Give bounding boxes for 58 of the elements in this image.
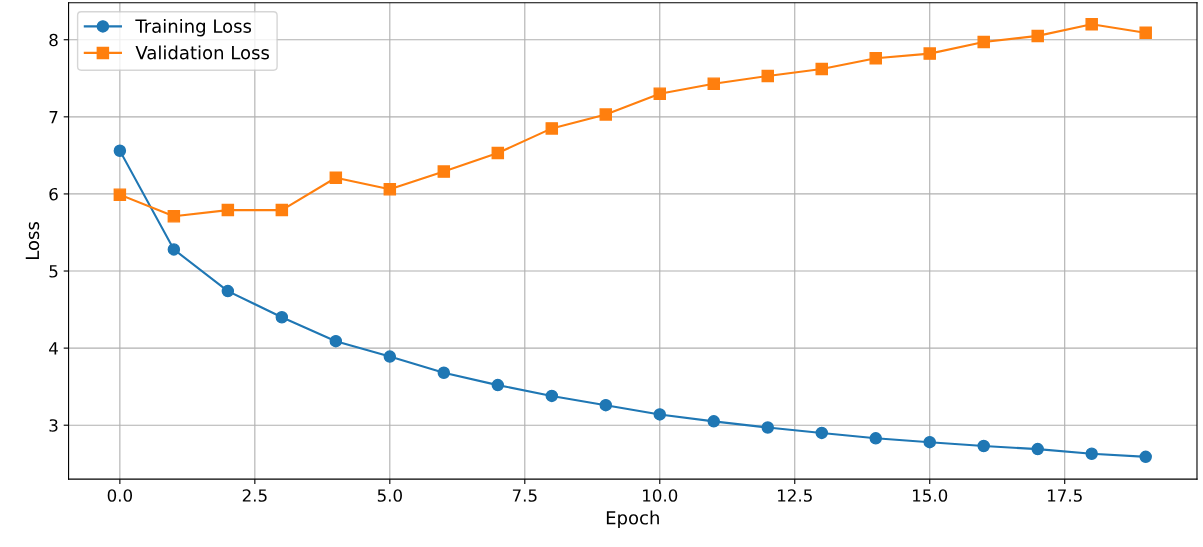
point	[437, 366, 451, 380]
point	[1139, 26, 1152, 40]
point	[653, 87, 667, 100]
point	[707, 415, 721, 428]
legend-label: Training Loss	[135, 18, 252, 37]
point	[329, 171, 343, 184]
x-tick-label: 0.0	[107, 489, 133, 502]
point	[869, 432, 882, 445]
point	[977, 439, 990, 453]
y-tick-label: 3	[49, 419, 58, 432]
point	[221, 203, 235, 217]
point	[869, 51, 882, 65]
point	[1031, 442, 1044, 456]
point	[275, 203, 289, 217]
point	[383, 183, 397, 196]
y-tick-label: 4	[49, 342, 58, 355]
point	[599, 398, 613, 412]
point	[707, 77, 721, 90]
point	[1031, 29, 1044, 43]
y-tick-label: 8	[49, 33, 58, 47]
point	[923, 435, 936, 449]
point	[221, 284, 235, 298]
point	[761, 69, 775, 83]
x-tick-label: 10.0	[643, 489, 678, 502]
point	[599, 108, 613, 121]
point	[491, 146, 505, 160]
point	[1085, 447, 1098, 460]
point	[815, 62, 828, 76]
point	[977, 35, 990, 49]
x-axis-title: Epoch	[606, 510, 659, 529]
point	[545, 389, 559, 403]
point	[545, 122, 559, 135]
x-tick-label: 2.5	[242, 489, 267, 502]
x-tick-label: 5.0	[377, 489, 402, 502]
y-tick-label: 6	[49, 187, 58, 201]
x-tick-label: 7.5	[512, 489, 537, 502]
point	[815, 426, 828, 440]
point	[167, 210, 181, 223]
point	[113, 188, 127, 201]
point	[1085, 18, 1098, 31]
point	[383, 350, 397, 363]
point	[491, 378, 505, 392]
point	[329, 334, 343, 348]
point	[923, 47, 936, 60]
y-tick-label: 5	[49, 265, 58, 278]
y-tick-label: 7	[49, 111, 58, 124]
point	[113, 144, 127, 158]
point	[437, 165, 451, 178]
point	[275, 311, 289, 324]
point	[761, 421, 775, 434]
legend-label: Validation Loss	[135, 45, 269, 60]
x-tick-label: 12.5	[778, 489, 812, 502]
point	[1139, 450, 1152, 464]
y-axis-title: Loss	[25, 222, 40, 259]
point	[167, 243, 181, 256]
point	[653, 408, 667, 421]
x-tick-label: 17.5	[1047, 489, 1082, 502]
x-tick-label: 15.0	[913, 489, 948, 502]
